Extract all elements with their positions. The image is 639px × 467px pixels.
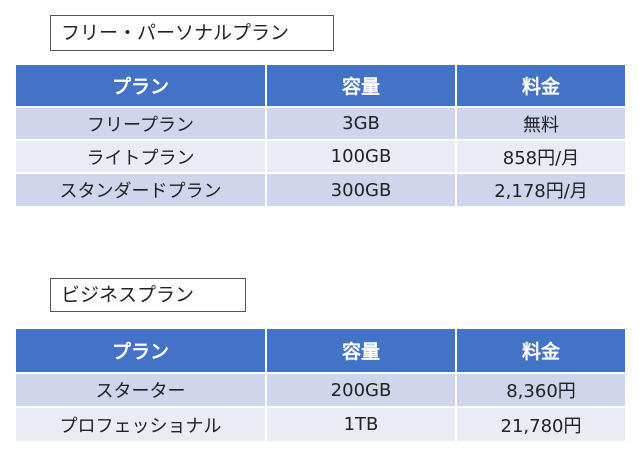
plan-name-cell: スタンダードプラン (16, 172, 267, 206)
column-header-plan: プラン (16, 329, 267, 373)
column-header-plan: プラン (16, 65, 267, 107)
price-cell: 2,178円/月 (456, 172, 625, 206)
table-row: スターター 200GB 8,360円 (16, 372, 625, 407)
price-cell: 無料 (456, 106, 625, 140)
business-plan-title: ビジネスプラン (50, 278, 246, 312)
table-row: ライトプラン 100GB 858円/月 (16, 139, 625, 173)
capacity-cell: 1TB (266, 406, 457, 441)
table-header-row: プラン 容量 料金 (16, 329, 625, 373)
plan-name-cell: フリープラン (16, 106, 267, 140)
column-header-capacity: 容量 (266, 329, 457, 373)
plan-name-cell: ライトプラン (16, 139, 267, 173)
table-header-row: プラン 容量 料金 (16, 65, 625, 107)
column-header-price: 料金 (456, 65, 625, 107)
price-cell: 8,360円 (456, 372, 625, 407)
capacity-cell: 300GB (266, 172, 457, 206)
table-row: プロフェッショナル 1TB 21,780円 (16, 406, 625, 441)
personal-plan-title: フリー・パーソナルプラン (50, 15, 334, 51)
capacity-cell: 3GB (266, 106, 457, 140)
price-cell: 858円/月 (456, 139, 625, 173)
plan-name-cell: スターター (16, 372, 267, 407)
capacity-cell: 100GB (266, 139, 457, 173)
personal-plan-table: プラン 容量 料金 フリープラン 3GB 無料 ライトプラン 100GB 858… (16, 65, 625, 206)
column-header-capacity: 容量 (266, 65, 457, 107)
price-cell: 21,780円 (456, 406, 625, 441)
capacity-cell: 200GB (266, 372, 457, 407)
table-row: スタンダードプラン 300GB 2,178円/月 (16, 172, 625, 206)
business-plan-table: プラン 容量 料金 スターター 200GB 8,360円 プロフェッショナル 1… (16, 329, 625, 441)
table-row: フリープラン 3GB 無料 (16, 106, 625, 140)
plan-name-cell: プロフェッショナル (16, 406, 267, 441)
column-header-price: 料金 (456, 329, 625, 373)
